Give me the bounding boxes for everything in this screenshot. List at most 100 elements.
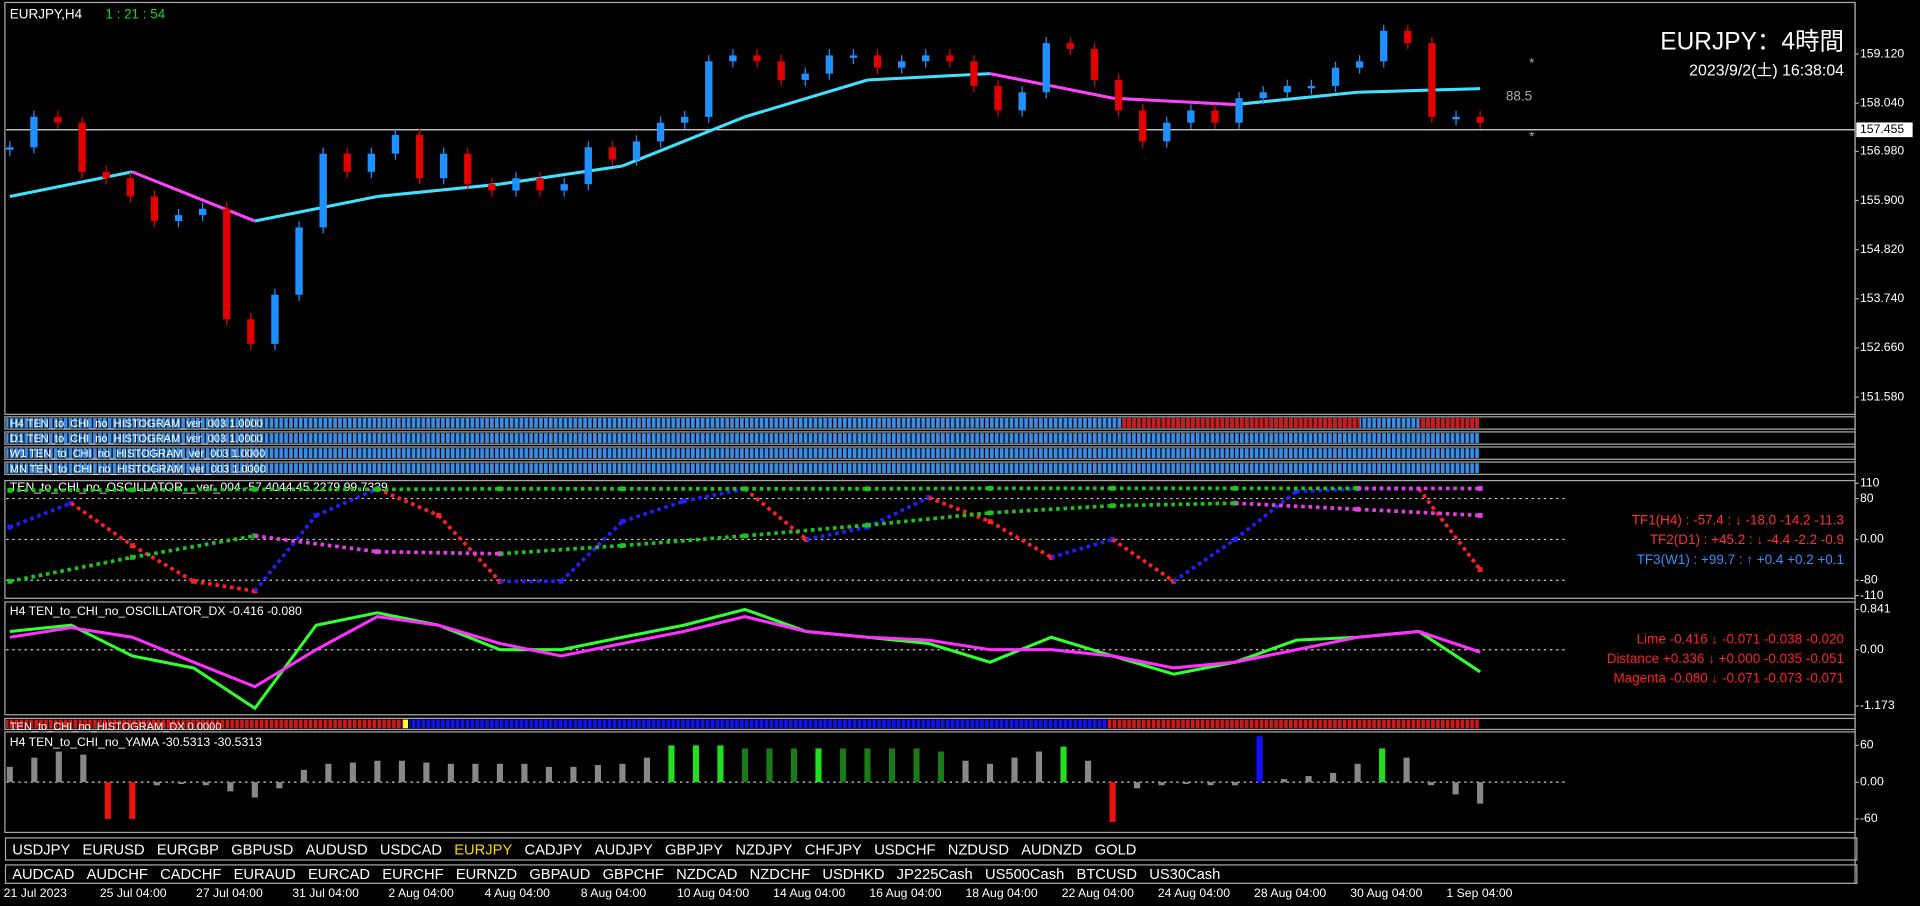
osc-dots (499, 543, 623, 556)
y-tick-label: -1.173 (1860, 698, 1895, 712)
symbol-button[interactable]: BTCUSD (1076, 865, 1137, 883)
candle (1428, 43, 1436, 117)
candle (54, 116, 62, 123)
candle (6, 147, 14, 150)
candle (656, 122, 665, 142)
symbol: EURJPY,H4 (10, 6, 83, 21)
hist-frame (4, 461, 1856, 475)
yama-bar (496, 763, 503, 783)
symbol-button[interactable]: US30Cash (1149, 865, 1221, 883)
yama-bar (570, 766, 577, 783)
symbol-button[interactable]: EURUSD (82, 840, 145, 858)
current-price-label: 157.455 (1860, 122, 1904, 136)
symbol-button[interactable]: GBPUSD (231, 840, 294, 858)
hist-label: H4 TEN_to_CHI_no_HISTOGRAM_ver_003 1.000… (10, 418, 263, 430)
osc-legend: TF2(D1) : +45.2 : ↓ -4.4 -2.2 -0.9 (1650, 532, 1844, 547)
candle (536, 178, 544, 191)
yama-bar (839, 748, 847, 783)
y-tick-label: 156.980 (1860, 144, 1904, 158)
candle (681, 116, 689, 123)
symbol-button[interactable]: NZDUSD (947, 840, 1009, 858)
symbol-button[interactable]: EURCAD (307, 865, 371, 883)
symbol-button[interactable]: GBPAUD (529, 865, 591, 883)
symbol-button[interactable]: GBPCHF (602, 865, 664, 883)
symbol-button[interactable]: JP225Cash (896, 865, 973, 883)
yama-bar (104, 782, 111, 819)
osc-label: TEN_to_CHI_no_OSCILLATOR__ver_004 -57.40… (10, 480, 388, 494)
symbol-button[interactable]: GOLD (1094, 840, 1137, 858)
osc-dots (1112, 501, 1236, 508)
x-tick-label: 2 Aug 04:00 (388, 886, 454, 900)
osc-point (68, 500, 74, 506)
symbol-button[interactable]: AUDJPY (594, 840, 653, 858)
yama-bar (276, 782, 283, 789)
yama-bar (594, 765, 601, 783)
symbol-button[interactable]: EURCHF (382, 865, 444, 883)
candle (1211, 110, 1219, 123)
symbol-button[interactable]: CADJPY (524, 840, 583, 858)
ma-segment (621, 115, 746, 168)
dx-frame (4, 601, 1856, 716)
symbol-button[interactable]: CHFJPY (804, 840, 862, 858)
annotation: * (1529, 55, 1535, 70)
symbol-button[interactable]: AUDUSD (305, 840, 368, 858)
candle (150, 196, 159, 222)
symbol-button[interactable]: AUDCHF (86, 865, 148, 883)
x-tick-label: 1 Sep 04:00 (1446, 886, 1512, 900)
yama-bar (1182, 782, 1190, 785)
candle (1138, 110, 1147, 142)
hist-strip (1418, 418, 1481, 428)
symbol-button[interactable]: AUDNZD (1021, 840, 1083, 858)
yama-bar (227, 782, 234, 792)
x-tick-label: 30 Aug 04:00 (1350, 886, 1422, 900)
yama-bar (692, 745, 700, 783)
symbol-button[interactable]: NZDCAD (676, 865, 738, 883)
symbol-button[interactable]: EURNZD (455, 865, 518, 883)
yama-bar (888, 748, 896, 783)
candle (608, 147, 617, 160)
candle (78, 122, 86, 172)
symbol-button[interactable]: USDJPY (12, 840, 71, 858)
yama-bar (398, 760, 405, 783)
yama-bar (1158, 782, 1165, 786)
dx-legend: Magenta -0.080 ↓ -0.071 -0.073 -0.071 (1613, 671, 1844, 686)
candle (922, 55, 930, 62)
candle (1090, 49, 1099, 80)
candle (223, 208, 231, 320)
osc-dots (1111, 537, 1175, 583)
symbol-button[interactable]: USDCHF (874, 840, 936, 858)
candle (391, 135, 400, 154)
osc-dots (1050, 537, 1114, 560)
candle (1331, 67, 1340, 86)
osc-point (1477, 567, 1483, 573)
symbol-button[interactable]: NZDCHF (749, 865, 811, 883)
hist-frame (4, 717, 1856, 731)
symbol-button[interactable]: USDCAD (379, 840, 442, 858)
candle (897, 61, 906, 68)
osc-dots (1417, 487, 1482, 571)
annotation: * (1529, 129, 1535, 144)
symbol-button[interactable]: CADCHF (160, 865, 222, 883)
candle (1380, 30, 1388, 62)
symbol-button[interactable]: USDHKD (822, 865, 885, 883)
hist-strip (6, 719, 405, 729)
candle (247, 319, 255, 344)
symbol-button[interactable]: EURJPY (454, 840, 513, 858)
symbol-button[interactable]: US500Cash (984, 865, 1065, 883)
symbol-button[interactable]: EURGBP (156, 840, 219, 858)
hist-frame (4, 416, 1856, 430)
candle (30, 116, 38, 148)
yama-label: H4 TEN_to_CHI_no_YAMA -30.5313 -30.5313 (10, 735, 262, 749)
hist-strip (1107, 719, 1481, 729)
yama-bar (1060, 746, 1067, 783)
symbol-button[interactable]: AUDCAD (12, 865, 75, 883)
symbol-button[interactable]: GBPJPY (665, 840, 724, 858)
y-tick-label: 0.841 (1860, 602, 1891, 616)
osc-dots (131, 543, 195, 583)
hist-strip (6, 463, 1481, 474)
candle (512, 178, 520, 191)
x-tick-label: 10 Aug 04:00 (677, 886, 749, 900)
symbol-button[interactable]: EURAUD (233, 865, 296, 883)
symbol-button[interactable]: NZDJPY (735, 840, 793, 858)
